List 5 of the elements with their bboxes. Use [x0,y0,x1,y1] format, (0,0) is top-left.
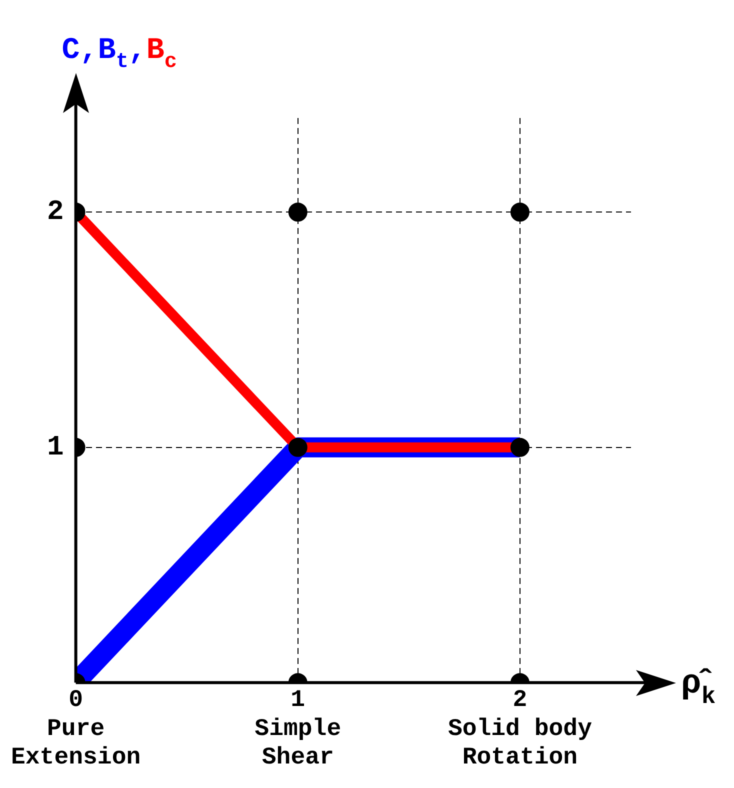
x-tick-label: 0 Pure Extension [11,687,141,772]
y-tick-label: 2 [47,197,64,228]
x-tick-label: 2 Solid body Rotation [448,687,592,772]
x-tick-label: 1 Simple Shear [254,687,342,772]
y-tick-label: 1 [47,432,64,464]
